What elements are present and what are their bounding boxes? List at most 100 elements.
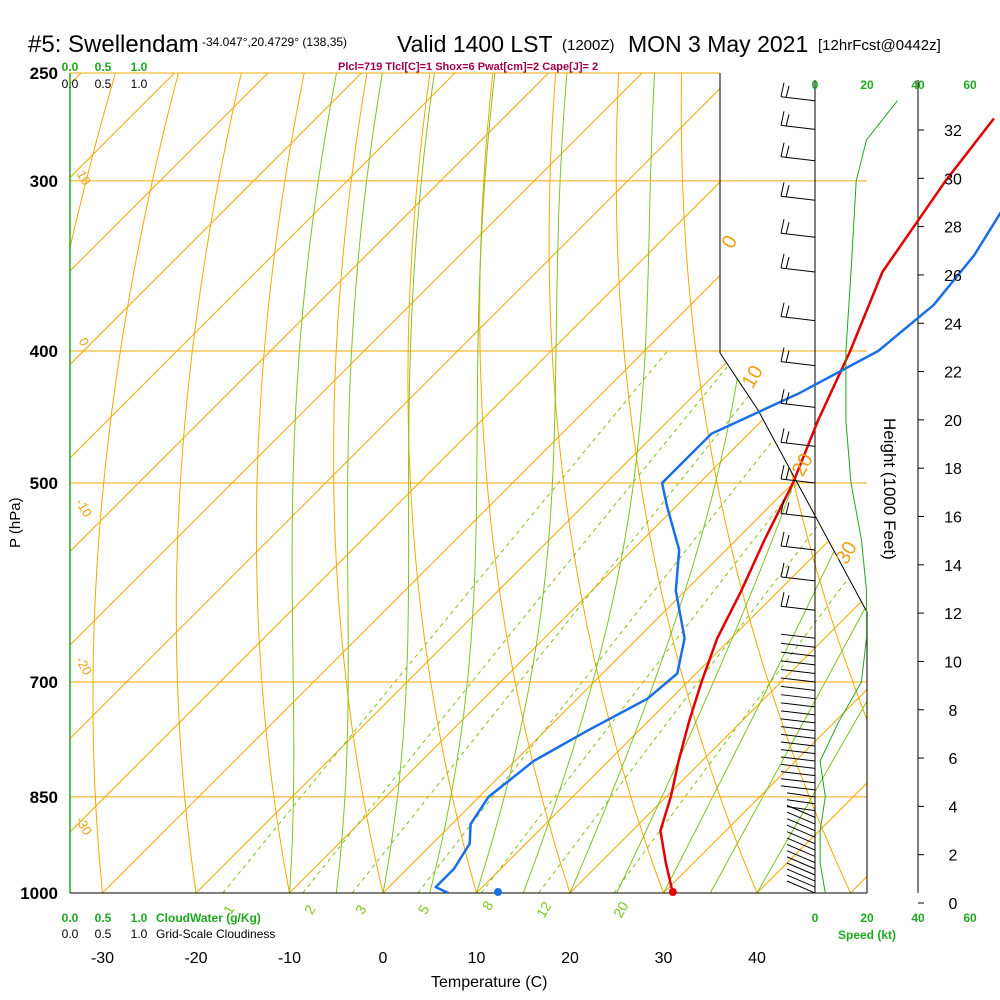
moist-adiabat-line xyxy=(429,73,496,893)
wind-barb-flag xyxy=(785,222,790,235)
wind-barb-flag xyxy=(785,145,790,158)
wind-barb xyxy=(786,868,816,882)
height-tick-label: 18 xyxy=(944,461,962,478)
dry-adiabat-line xyxy=(407,73,486,893)
height-tick-label: 28 xyxy=(944,220,962,237)
wind-barb xyxy=(780,124,816,130)
mixing-ratio-label: 20 xyxy=(610,899,632,921)
wind-barb-flag xyxy=(780,592,785,607)
wind-barb-flag xyxy=(780,428,785,443)
speed-tick-top: 0 xyxy=(812,78,819,92)
x-axis-title: Temperature (C) xyxy=(431,974,547,991)
wind-barb xyxy=(780,726,816,732)
mixing-ratio-line xyxy=(222,350,668,893)
cloudiness-tick-top: 0.0 xyxy=(62,77,79,91)
moist-adiabat-line xyxy=(335,73,383,893)
wind-barb xyxy=(780,402,816,408)
cloudiness-tick-bottom: 1.0 xyxy=(131,927,148,941)
speed-tick-bottom: 20 xyxy=(860,911,874,925)
wind-barb xyxy=(780,642,816,648)
speed-tick-top: 20 xyxy=(860,78,874,92)
wind-barb-flag xyxy=(780,347,785,362)
wind-barb xyxy=(780,512,816,518)
wind-barb xyxy=(780,633,816,639)
wind-barb xyxy=(786,818,816,832)
wind-barb-flag xyxy=(780,499,785,514)
mixing-ratio-label: 8 xyxy=(479,898,497,913)
wind-barb-flag xyxy=(780,111,785,126)
cloudiness-tick-bottom: 0.0 xyxy=(62,927,79,941)
isotherm-label: 10 xyxy=(74,168,94,188)
isotherm-label: -30 xyxy=(73,814,95,838)
cloudiness-label: Grid-Scale Cloudiness xyxy=(156,927,275,941)
wind-barb-flag xyxy=(785,114,790,127)
height-tick-label: 14 xyxy=(944,558,962,575)
surface-dewpoint-marker xyxy=(494,888,503,896)
isotherm-label: -20 xyxy=(73,654,95,678)
cloudiness-tick-bottom: 0.5 xyxy=(95,927,112,941)
temperature-tick-label: -10 xyxy=(278,950,301,967)
wind-barb xyxy=(780,316,816,322)
height-tick-label: 32 xyxy=(944,123,962,140)
height-tick-label: 30 xyxy=(944,171,962,188)
wind-barb xyxy=(780,702,816,708)
forecast-label: [12hrFcst@0442z] xyxy=(818,37,941,54)
speed-tick-top: 60 xyxy=(963,78,977,92)
speed-tick-bottom: 0 xyxy=(812,911,819,925)
dry-adiabat-line xyxy=(92,73,186,893)
isotherm-label: 30 xyxy=(832,538,862,568)
wind-barb xyxy=(780,771,816,777)
wind-barb xyxy=(780,669,816,675)
dry-adiabat-line xyxy=(548,73,675,893)
wind-barb xyxy=(780,685,816,691)
moist-adiabat-line xyxy=(522,73,655,893)
dry-adiabat-line xyxy=(479,73,581,893)
dry-adiabat-line xyxy=(805,73,867,893)
mixing-ratio-label: 2 xyxy=(301,902,319,917)
wind-barb-flag xyxy=(780,302,785,317)
mixing-ratio-line xyxy=(417,350,845,893)
height-tick-label: 24 xyxy=(944,316,962,333)
moist-adiabat-line xyxy=(756,73,867,893)
temperature-tick-label: -30 xyxy=(91,950,114,967)
wind-barb xyxy=(780,718,816,724)
temperature-tick-label: 10 xyxy=(468,950,486,967)
right-frame xyxy=(719,73,868,893)
isotherm-label: -10 xyxy=(73,496,95,520)
dewpoint-line xyxy=(434,211,1000,895)
wind-barb xyxy=(786,862,816,876)
wind-barb xyxy=(780,763,816,769)
sounding-series xyxy=(434,117,1000,895)
wind-barb xyxy=(786,831,816,845)
pressure-tick-label: 700 xyxy=(30,673,58,692)
cloudwater-tick-bottom: 1.0 xyxy=(131,911,148,925)
dry-adiabat-lines xyxy=(70,49,1000,922)
speed-label: Speed (kt) xyxy=(838,928,896,942)
height-tick-label: 26 xyxy=(944,268,962,285)
moist-adiabat-line xyxy=(476,73,568,893)
cloudwater-label: CloudWater (g/Kg) xyxy=(156,911,261,925)
wind-barb-flag xyxy=(780,142,785,157)
wind-barb-flag xyxy=(785,502,790,515)
dry-adiabat-line xyxy=(175,73,248,893)
cloudiness-tick-top: 1.0 xyxy=(131,77,148,91)
wind-barb-flag xyxy=(780,182,785,197)
pressure-tick-label: 250 xyxy=(30,64,58,83)
wind-barb xyxy=(780,749,816,755)
wind-speed-line xyxy=(819,100,898,894)
isotherm-line xyxy=(70,73,456,893)
wind-barb xyxy=(786,856,816,870)
cloudwater-tick-top: 1.0 xyxy=(131,60,148,74)
wind-barb xyxy=(780,605,816,611)
dry-adiabat-line xyxy=(931,49,1000,922)
height-tick-label: 22 xyxy=(944,365,962,382)
temperature-line xyxy=(659,117,995,894)
speed-tick-top: 40 xyxy=(911,78,925,92)
temperature-tick-label: -20 xyxy=(184,950,207,967)
plot-frame xyxy=(69,73,919,894)
wind-barb xyxy=(780,733,816,739)
temperature-tick-label: 20 xyxy=(561,950,579,967)
wind-barb xyxy=(780,441,816,447)
cloudiness-tick-top: 0.5 xyxy=(95,77,112,91)
